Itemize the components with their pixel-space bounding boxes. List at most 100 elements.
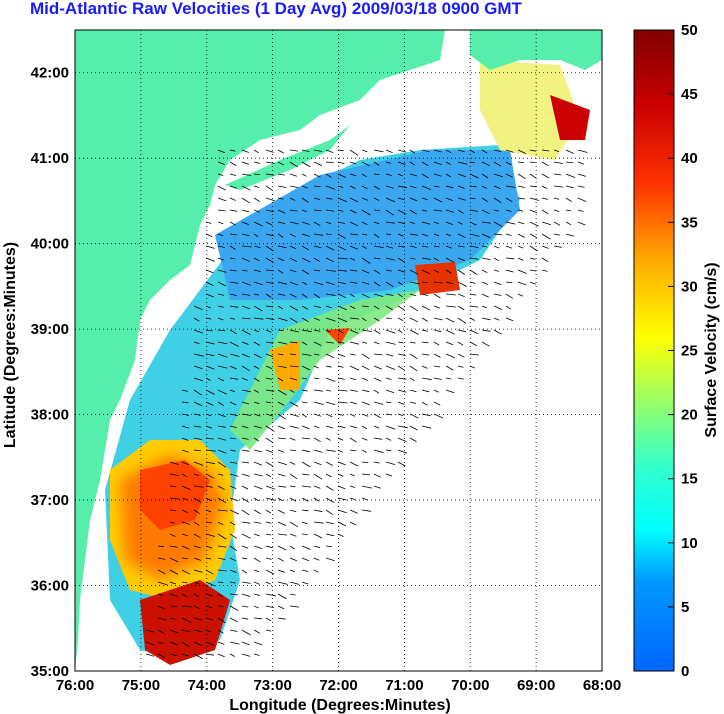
velocity-arrow	[289, 173, 298, 177]
velocity-arrow	[397, 293, 403, 298]
velocity-arrow	[289, 389, 295, 393]
velocity-arrow	[313, 317, 320, 321]
velocity-arrow	[313, 257, 321, 262]
velocity-arrow	[565, 233, 575, 237]
velocity-arrow	[433, 173, 442, 177]
velocity-arrow	[181, 605, 192, 608]
velocity-arrow	[265, 581, 271, 585]
velocity-arrow	[289, 269, 297, 273]
velocity-arrow	[373, 401, 384, 405]
velocity-arrow	[553, 221, 561, 226]
velocity-arrow	[373, 353, 383, 356]
velocity-arrow	[193, 317, 200, 322]
velocity-arrow	[313, 365, 319, 369]
velocity-arrow	[229, 209, 238, 212]
velocity-arrow	[337, 389, 348, 392]
velocity-arrow	[565, 197, 572, 203]
velocity-arrow	[373, 365, 382, 370]
velocity-arrow	[541, 245, 549, 249]
velocity-arrow	[493, 173, 504, 178]
velocity-arrow	[313, 173, 321, 178]
velocity-arrow	[301, 377, 307, 380]
velocity-arrow	[325, 269, 336, 272]
velocity-arrow	[289, 497, 297, 502]
velocity-arrow	[289, 605, 300, 608]
velocity-arrow	[313, 497, 320, 502]
velocity-arrow	[241, 593, 251, 597]
velocity-arrow	[421, 245, 429, 248]
velocity-arrow	[325, 245, 335, 251]
velocity-arrow	[325, 161, 334, 164]
velocity-arrow	[229, 257, 236, 260]
velocity-arrow	[253, 533, 260, 537]
velocity-arrow	[481, 269, 488, 274]
velocity-arrow	[157, 641, 164, 644]
velocity-arrow	[265, 257, 274, 263]
velocity-arrow	[241, 653, 251, 657]
velocity-arrow	[265, 389, 275, 392]
velocity-arrow	[253, 221, 263, 227]
velocity-arrow	[349, 509, 358, 514]
velocity-arrow	[505, 149, 514, 153]
velocity-arrow	[433, 209, 443, 212]
velocity-arrow	[265, 365, 273, 370]
velocity-arrow	[217, 329, 226, 332]
velocity-arrow	[277, 521, 287, 526]
velocity-arrow	[409, 269, 419, 275]
velocity-arrow	[337, 305, 347, 311]
velocity-arrow	[313, 521, 324, 524]
velocity-arrow	[253, 185, 260, 188]
map-title: Mid-Atlantic Raw Velocities (1 Day Avg) …	[30, 0, 522, 18]
velocity-arrow	[289, 341, 298, 344]
velocity-arrow	[325, 365, 332, 368]
velocity-arrow	[349, 149, 359, 156]
velocity-arrow	[229, 317, 236, 320]
velocity-arrow	[205, 653, 215, 656]
velocity-arrow	[517, 281, 527, 286]
velocity-arrow	[481, 173, 489, 179]
velocity-arrow	[169, 653, 177, 656]
velocity-arrow	[277, 377, 284, 382]
velocity-arrow	[373, 197, 380, 201]
velocity-arrow	[253, 653, 260, 656]
velocity-arrow	[397, 365, 405, 371]
velocity-arrow	[361, 509, 372, 512]
velocity-arrow	[229, 605, 239, 611]
velocity-arrow	[241, 533, 251, 539]
velocity-arrow	[289, 593, 296, 596]
velocity-arrow	[325, 377, 336, 382]
velocity-arrow	[169, 629, 179, 634]
velocity-arrow	[373, 449, 384, 453]
velocity-arrow	[421, 305, 431, 311]
velocity-arrow	[253, 293, 260, 296]
velocity-arrow	[313, 557, 320, 561]
velocity-arrow	[481, 221, 491, 224]
velocity-arrow	[397, 401, 405, 405]
velocity-arrow	[193, 509, 201, 515]
velocity-arrow	[253, 425, 262, 429]
velocity-arrow	[265, 329, 272, 333]
velocity-arrow	[361, 425, 368, 430]
velocity-arrow	[229, 653, 236, 657]
x-tick-label: 69:00	[517, 677, 555, 694]
velocity-arrow	[325, 533, 335, 537]
velocity-arrow	[313, 185, 321, 188]
velocity-arrow	[265, 185, 273, 191]
velocity-arrow	[169, 521, 175, 524]
velocity-arrow	[229, 329, 238, 335]
velocity-arrow	[541, 233, 551, 240]
velocity-arrow	[289, 485, 296, 488]
velocity-arrow	[337, 149, 344, 152]
velocity-arrow	[325, 485, 334, 491]
y-tick-label: 39:00	[31, 321, 69, 338]
velocity-arrow	[349, 365, 360, 371]
velocity-arrow	[481, 257, 491, 260]
velocity-arrow	[361, 365, 370, 371]
velocity-arrow	[373, 341, 380, 345]
velocity-arrow	[229, 437, 236, 440]
velocity-arrow	[457, 185, 465, 189]
velocity-arrow	[217, 629, 224, 634]
velocity-arrow	[289, 305, 299, 311]
velocity-arrow	[229, 341, 239, 347]
velocity-arrow	[409, 305, 419, 312]
